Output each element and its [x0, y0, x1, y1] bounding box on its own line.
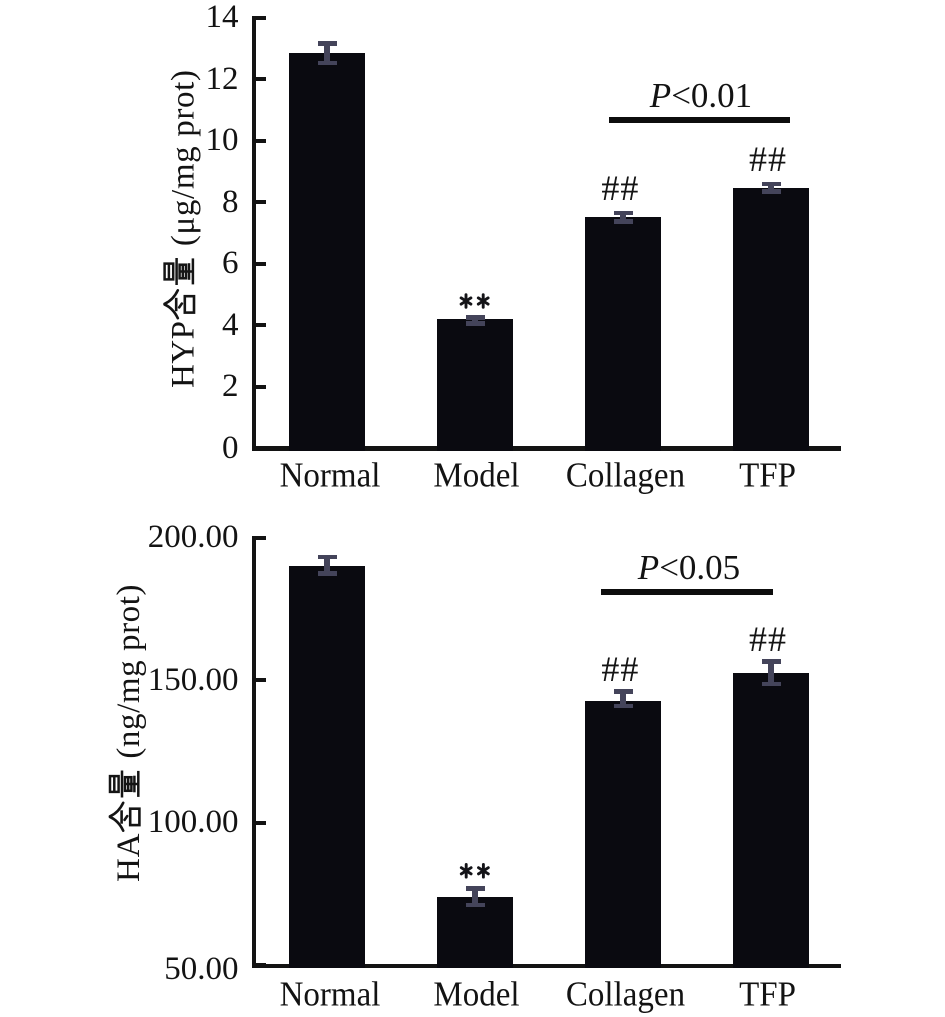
- svg-text:(ng/mg prot): (ng/mg prot): [111, 585, 147, 768]
- svg-text:HA: HA: [111, 833, 147, 882]
- svg-text:HYP: HYP: [165, 321, 201, 388]
- svg-text:(μg/mg prot): (μg/mg prot): [165, 70, 201, 255]
